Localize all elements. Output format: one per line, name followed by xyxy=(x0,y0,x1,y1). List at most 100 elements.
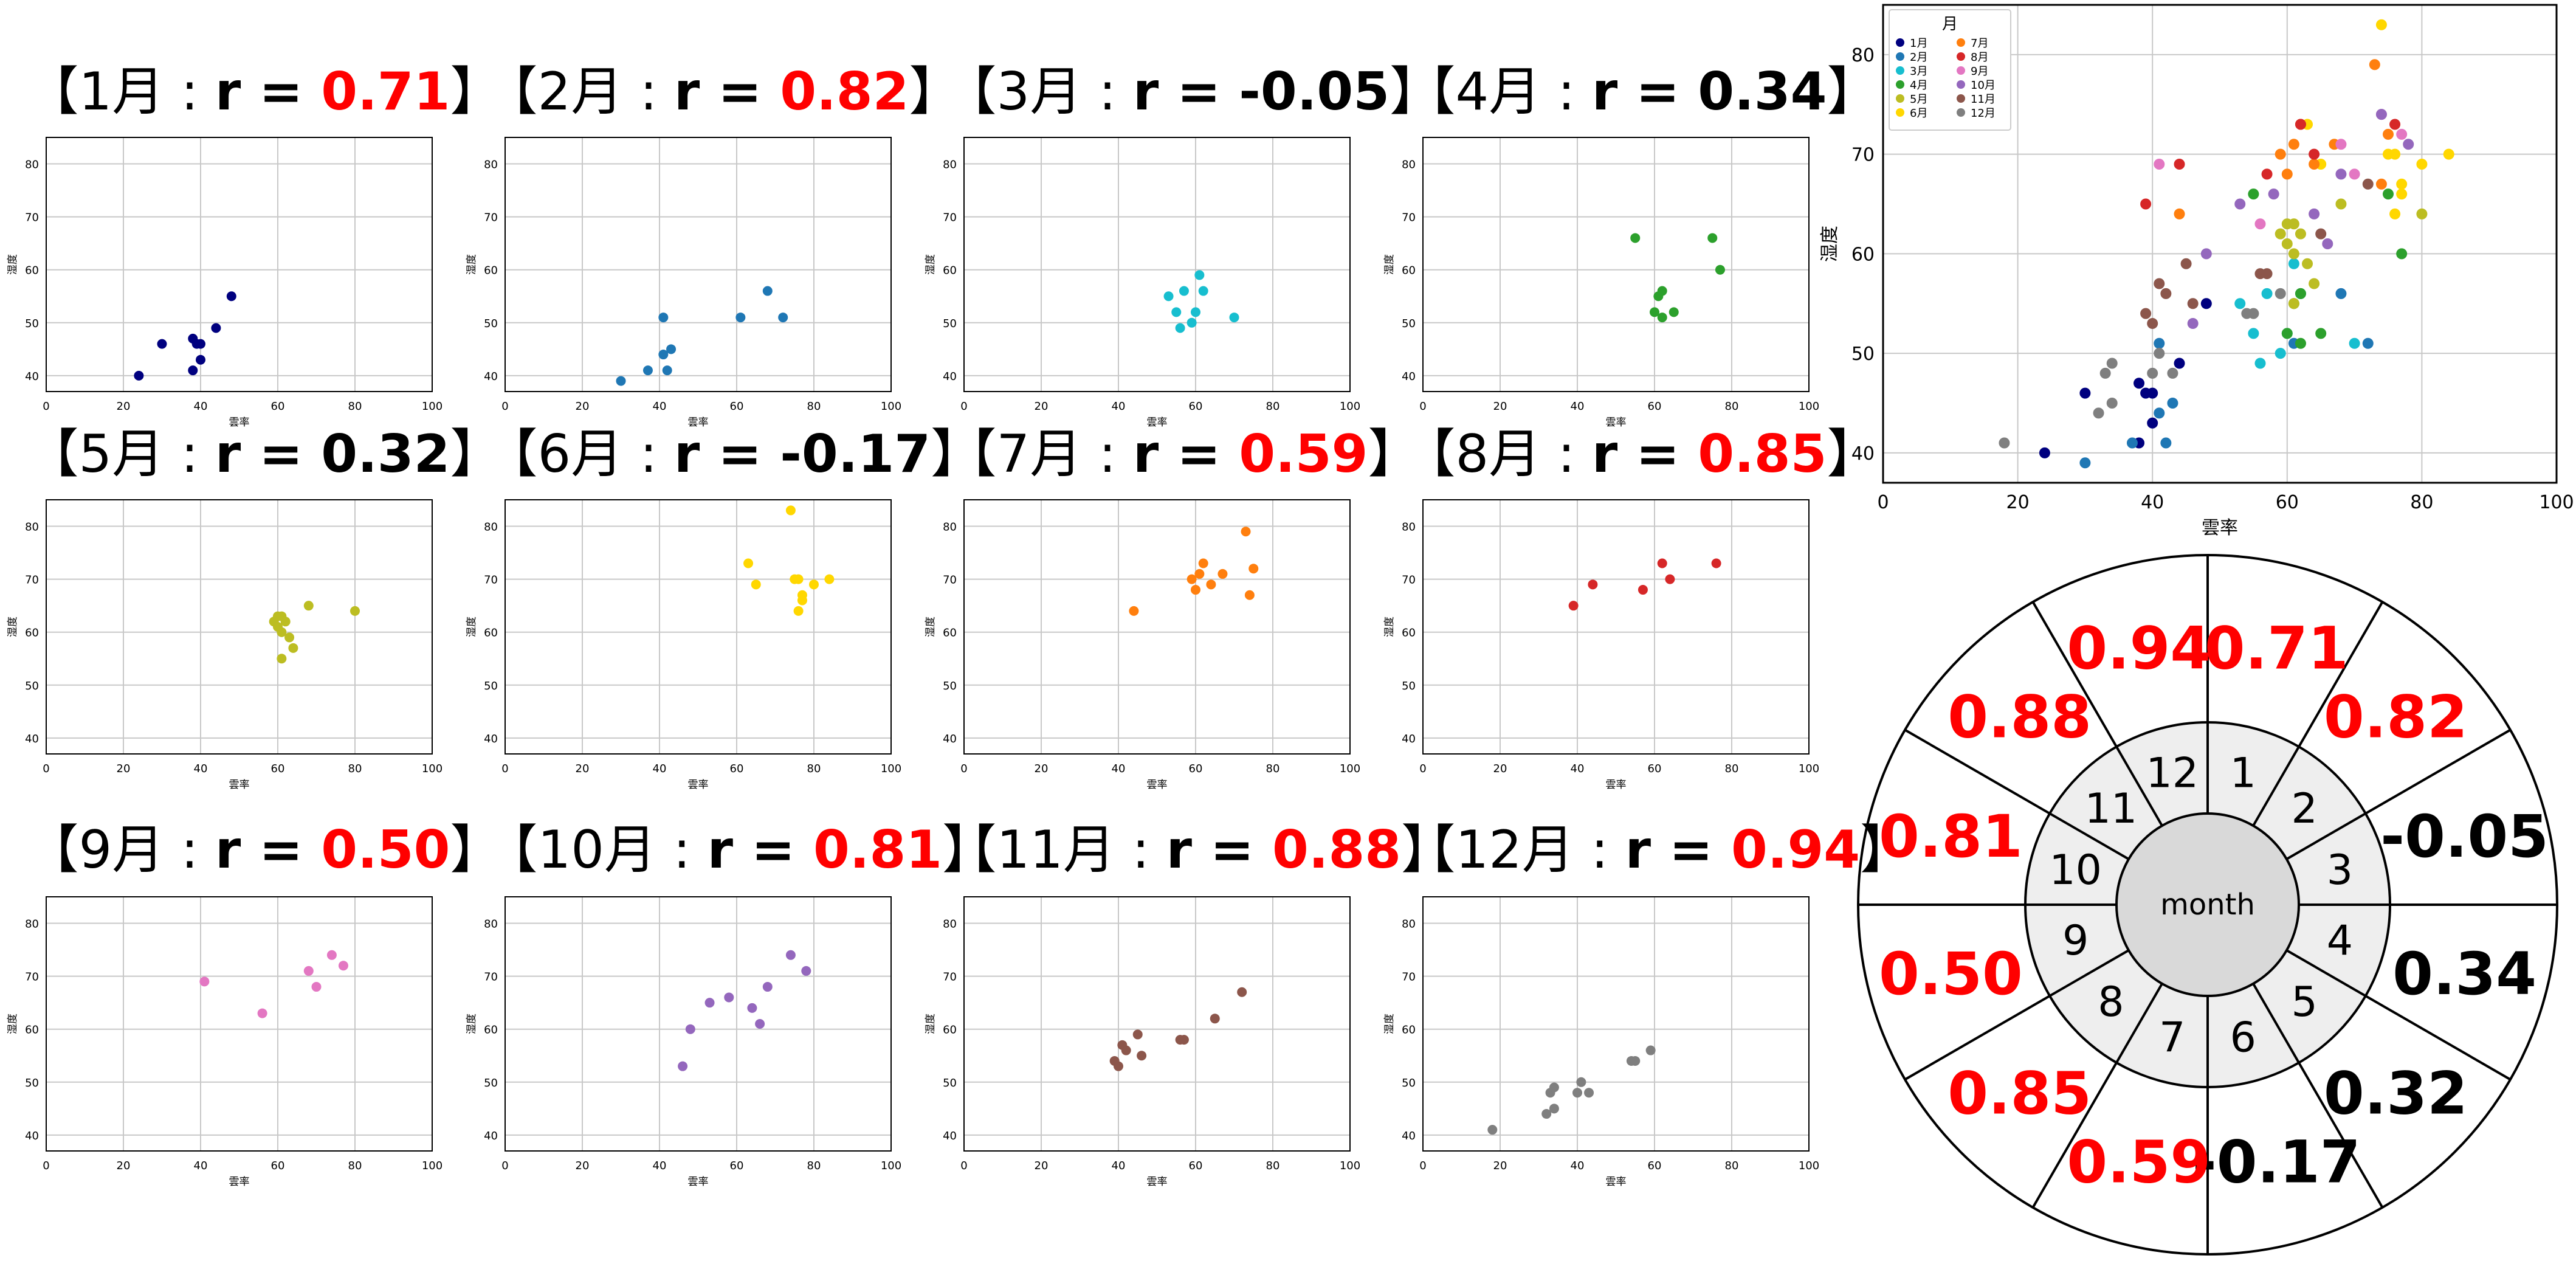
y-tick-label: 80 xyxy=(484,521,498,534)
y-tick-label: 70 xyxy=(1402,212,1416,224)
title-r-label: r = xyxy=(707,820,813,880)
data-point xyxy=(2106,358,2118,369)
data-point xyxy=(2160,288,2172,299)
data-point xyxy=(2099,367,2111,379)
y-tick-label: 80 xyxy=(1402,159,1416,171)
data-point xyxy=(704,998,715,1008)
data-point xyxy=(1715,264,1725,275)
title-prefix: 【11月 : xyxy=(944,820,1166,880)
y-tick-label: 40 xyxy=(943,733,957,745)
x-tick-label: 40 xyxy=(1112,762,1126,775)
x-axis-label: 雲率 xyxy=(1147,416,1168,429)
data-point xyxy=(1645,1045,1656,1055)
data-point xyxy=(2147,367,2158,379)
data-point xyxy=(666,344,677,354)
title-suffix: 】 xyxy=(1401,820,1454,880)
data-point xyxy=(1206,579,1216,590)
data-point xyxy=(2403,139,2414,150)
y-tick-label: 70 xyxy=(25,574,39,587)
legend-entry: 12月 xyxy=(1971,107,1996,120)
x-tick-label: 60 xyxy=(730,762,744,775)
x-tick-label: 40 xyxy=(194,1159,208,1172)
x-axis-label: 雲率 xyxy=(1606,779,1627,791)
title-suffix: 】 xyxy=(1827,61,1879,122)
title-prefix: 【3月 : xyxy=(944,61,1133,122)
x-tick-label: 0 xyxy=(960,762,967,775)
x-tick-label: 100 xyxy=(1799,1159,1819,1172)
data-point xyxy=(1186,317,1197,328)
y-axis-label: 湿度 xyxy=(7,617,19,637)
data-point xyxy=(2309,159,2320,170)
x-axis-label: 雲率 xyxy=(1606,1176,1627,1188)
x-axis-label: 雲率 xyxy=(688,416,709,429)
data-point xyxy=(1572,1088,1582,1098)
plot-frame xyxy=(505,896,892,1152)
month-panel-5: 0 20 40 60 80 100 40 50 60 70 80 雲率 湿度 xyxy=(7,499,443,791)
x-tick-label: 20 xyxy=(117,400,131,413)
panel-title-4: 【4月 : r = 0.34】 xyxy=(1403,66,1879,118)
x-tick-label: 80 xyxy=(807,400,821,413)
y-tick-label: 60 xyxy=(1851,244,1875,265)
month-panel-6: 0 20 40 60 80 100 40 50 60 70 80 雲率 湿度 xyxy=(466,499,901,791)
title-r-value: 0.71 xyxy=(321,61,450,122)
data-point xyxy=(2375,178,2387,190)
data-point xyxy=(2396,178,2408,190)
y-tick-label: 60 xyxy=(1402,1024,1416,1037)
data-point xyxy=(1638,585,1648,595)
x-tick-label: 0 xyxy=(1419,400,1426,413)
panel-title-5: 【5月 : r = 0.32】 xyxy=(27,428,503,480)
data-point xyxy=(1129,606,1139,616)
legend-entry: 4月 xyxy=(1910,79,1927,92)
data-point xyxy=(2288,298,2299,309)
legend-marker xyxy=(1896,94,1904,103)
legend-entry: 3月 xyxy=(1910,65,1927,78)
x-tick-label: 100 xyxy=(1340,1159,1360,1172)
x-tick-label: 20 xyxy=(117,1159,131,1172)
data-point xyxy=(2302,258,2313,269)
x-tick-label: 80 xyxy=(1725,1159,1739,1172)
plot-frame xyxy=(505,137,892,392)
x-tick-label: 0 xyxy=(1419,762,1426,775)
plot-frame xyxy=(1422,137,1810,392)
y-tick-label: 50 xyxy=(943,1077,957,1090)
data-point xyxy=(1210,1014,1220,1024)
x-tick-label: 40 xyxy=(653,762,667,775)
x-tick-label: 60 xyxy=(271,400,285,413)
data-point xyxy=(2174,358,2185,369)
x-tick-label: 80 xyxy=(1266,762,1280,775)
title-r-value: 0.88 xyxy=(1272,820,1402,880)
x-tick-label: 100 xyxy=(422,400,443,413)
title-r-value: 0.59 xyxy=(1239,424,1368,485)
y-axis-label: 湿度 xyxy=(466,254,478,275)
data-point xyxy=(196,339,205,349)
x-tick-label: 60 xyxy=(271,1159,285,1172)
data-point xyxy=(2335,288,2347,299)
y-tick-label: 60 xyxy=(25,264,39,277)
data-point xyxy=(1630,233,1641,243)
y-tick-label: 80 xyxy=(25,918,39,931)
y-tick-label: 60 xyxy=(484,264,498,277)
y-tick-label: 80 xyxy=(25,159,39,171)
data-point xyxy=(1121,1045,1131,1055)
y-tick-label: 40 xyxy=(1402,370,1416,383)
x-tick-label: 0 xyxy=(960,400,967,413)
data-point xyxy=(303,966,314,976)
data-point xyxy=(735,313,746,323)
y-tick-label: 70 xyxy=(25,212,39,224)
x-tick-label: 80 xyxy=(2410,492,2433,513)
x-tick-label: 80 xyxy=(1725,400,1739,413)
panel-title-9: 【9月 : r = 0.50】 xyxy=(27,824,503,876)
y-tick-label: 80 xyxy=(25,521,39,534)
title-r-label: r = xyxy=(673,61,780,122)
data-point xyxy=(658,350,669,360)
y-axis-label: 湿度 xyxy=(925,254,937,275)
data-point xyxy=(762,982,773,992)
x-tick-label: 0 xyxy=(1419,1159,1426,1172)
data-point xyxy=(2174,208,2185,219)
panel-title-2: 【2月 : r = 0.82】 xyxy=(486,66,962,118)
month-panel-1: 0 20 40 60 80 100 40 50 60 70 80 雲率 湿度 xyxy=(7,137,443,429)
title-r-label: r = xyxy=(215,424,322,485)
data-point xyxy=(2234,198,2246,210)
